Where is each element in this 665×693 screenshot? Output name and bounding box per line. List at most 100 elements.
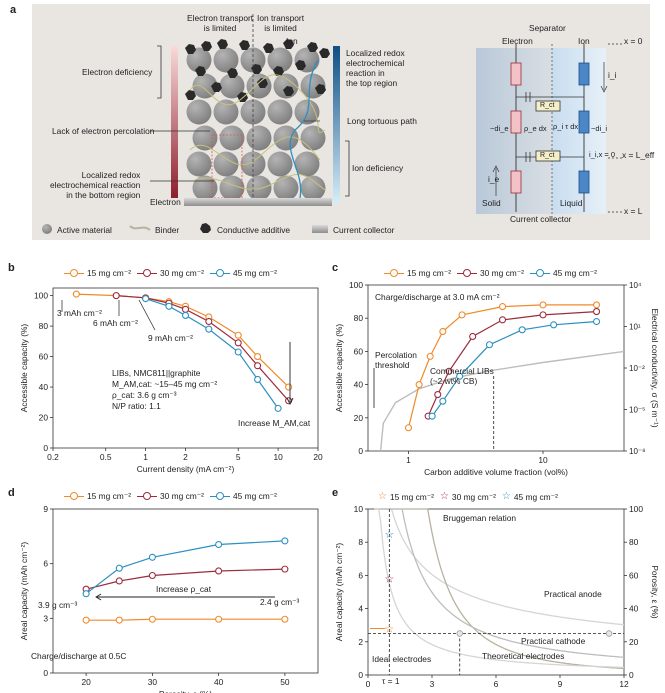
b-ytick-label: 0 (43, 443, 48, 453)
d-ytick-label: 0 (43, 668, 48, 678)
c-data-point (426, 352, 434, 360)
b-data-point (72, 290, 80, 298)
active-material-particle (300, 175, 326, 201)
b-annot-6mah: 6 mAh cm⁻² (93, 318, 138, 328)
c-data-point (485, 341, 494, 349)
c-xtick-label: 10 (538, 455, 548, 465)
b-data-point (181, 311, 190, 319)
c-ytick-label: 20 (354, 413, 364, 423)
c-data-point (539, 301, 547, 309)
legend-current-collector-icon (312, 225, 328, 233)
label-electron-collector: Electron (150, 197, 181, 207)
e-star-marker: ☆ (384, 529, 394, 541)
conductive-additive-particle (315, 84, 326, 94)
conductive-additive-particle (227, 68, 238, 78)
conductive-additive-particle (185, 44, 196, 54)
circuit-x0: x = 0 (624, 36, 643, 46)
legend-e-star-45: ☆ (501, 491, 511, 502)
chart-c: 0 20 40 60 80 100 1 10 Carbon additive volume fr… (334, 280, 660, 477)
label-localized-top: Localized redox electrochemical reaction… (346, 48, 405, 88)
d-xtick-label: 30 (148, 677, 158, 687)
d-ytick-label: 6 (43, 559, 48, 569)
d-annot-title: Charge/discharge at 0.5C (31, 651, 127, 661)
circuit-liquid: Liquid (560, 198, 583, 208)
e-y2label: Porosity, ε (%) (650, 565, 660, 619)
c-data-point (434, 391, 442, 399)
c-y2tick-label: 10⁴ (629, 281, 642, 290)
conductive-additive-particle (295, 60, 306, 70)
d-data-point (148, 615, 156, 623)
panel-b-letter: b (8, 262, 15, 274)
panel-c-letter: c (332, 262, 339, 274)
active-material-particles (186, 47, 326, 201)
circuit-xl: x = L (624, 206, 643, 216)
b-xtick-label: 5 (236, 452, 241, 462)
e-ytick-label: 6 (358, 570, 363, 580)
d-data-point (115, 564, 123, 572)
legend-d-30: 30 mg cm⁻² (159, 491, 204, 501)
legend-e-45: 45 mg cm⁻² (513, 491, 558, 502)
d-data-point (281, 537, 289, 545)
b-ytick-label: 60 (39, 352, 49, 362)
b-data-point (234, 331, 242, 339)
e-xtick-label: 9 (558, 679, 563, 689)
label-localized-bottom: Localized redox electrochemical reaction… (50, 170, 141, 200)
conductive-additive-particle (319, 48, 330, 58)
circuit-xleff: x = L_eff (622, 150, 655, 160)
legend-e-30: 30 mg cm⁻² (451, 491, 496, 502)
c-data-point (439, 397, 447, 405)
c-ytick-label: 40 (354, 380, 364, 390)
circuit-die: −di_e (490, 124, 509, 133)
c-y2label: Electrical conductivity, σ (S m⁻¹) (650, 308, 660, 427)
e-y2tick-label: 80 (629, 537, 639, 547)
c-annot-commercial: Commercial LIBs (~2 wt% CB) (430, 366, 494, 386)
d-annot-24: 2.4 g cm⁻³ (260, 597, 300, 607)
c-y2tick-label: 10⁻² (629, 364, 645, 373)
d-data-point (115, 616, 123, 624)
e-curve-theoretical: Theoretical electrodes (482, 651, 565, 661)
conductive-additive-particle (211, 82, 222, 92)
c-ytick-label: 60 (354, 346, 364, 356)
conductive-additive-particle (251, 64, 262, 74)
c-data-point (404, 424, 413, 432)
legend-b-30: 30 mg cm⁻² (159, 268, 204, 278)
active-material-particle (219, 73, 245, 99)
b-data-point (181, 305, 190, 313)
c-ytick-label: 100 (349, 280, 363, 290)
e-star-marker: ☆ (384, 574, 394, 586)
c-data-point (539, 311, 547, 319)
legend-b-15: 15 mg cm⁻² (87, 268, 131, 278)
circuit-ii: i_i (608, 70, 617, 80)
b-pointer-line (138, 299, 156, 331)
active-material-particle (219, 125, 245, 151)
active-material-particle (192, 125, 218, 151)
d-data-point (148, 553, 156, 561)
d-data-point (281, 565, 289, 573)
e-y2tick-label: 60 (629, 570, 639, 580)
d-plot-frame (52, 508, 319, 674)
c-series-line (407, 304, 597, 428)
circuit-rho-e: ρ_e dx (524, 124, 547, 133)
active-material-particle (267, 99, 293, 125)
active-material-particle (246, 125, 272, 151)
active-material-particle (273, 175, 299, 201)
legend-conductive-additive: Conductive additive (217, 225, 291, 235)
d-data-point (215, 540, 223, 549)
label-electron-deficiency: Electron deficiency (82, 67, 153, 77)
circuit-ion: Ion (578, 36, 590, 46)
ion-path (289, 59, 319, 199)
d-ytick-label: 9 (43, 504, 48, 514)
d-arrowhead (95, 593, 102, 601)
e-curve-cathode: Practical cathode (521, 636, 586, 646)
e-annot-tau1: τ = 1 (382, 676, 400, 686)
b-xtick-label: 0.2 (47, 452, 59, 462)
legend-c-15: 15 mg cm⁻² (407, 268, 451, 278)
b-data-point (165, 302, 173, 310)
d-data-point (82, 616, 90, 624)
c-data-point (469, 332, 477, 341)
b-ylabel: Accessible capacity (%) (19, 324, 29, 413)
c-data-point (592, 308, 601, 316)
d-annot-39: 3.9 g cm⁻³ (38, 600, 78, 610)
c-title: Charge/discharge at 3.0 mA cm⁻² (375, 292, 500, 302)
b-data-point (205, 317, 213, 326)
